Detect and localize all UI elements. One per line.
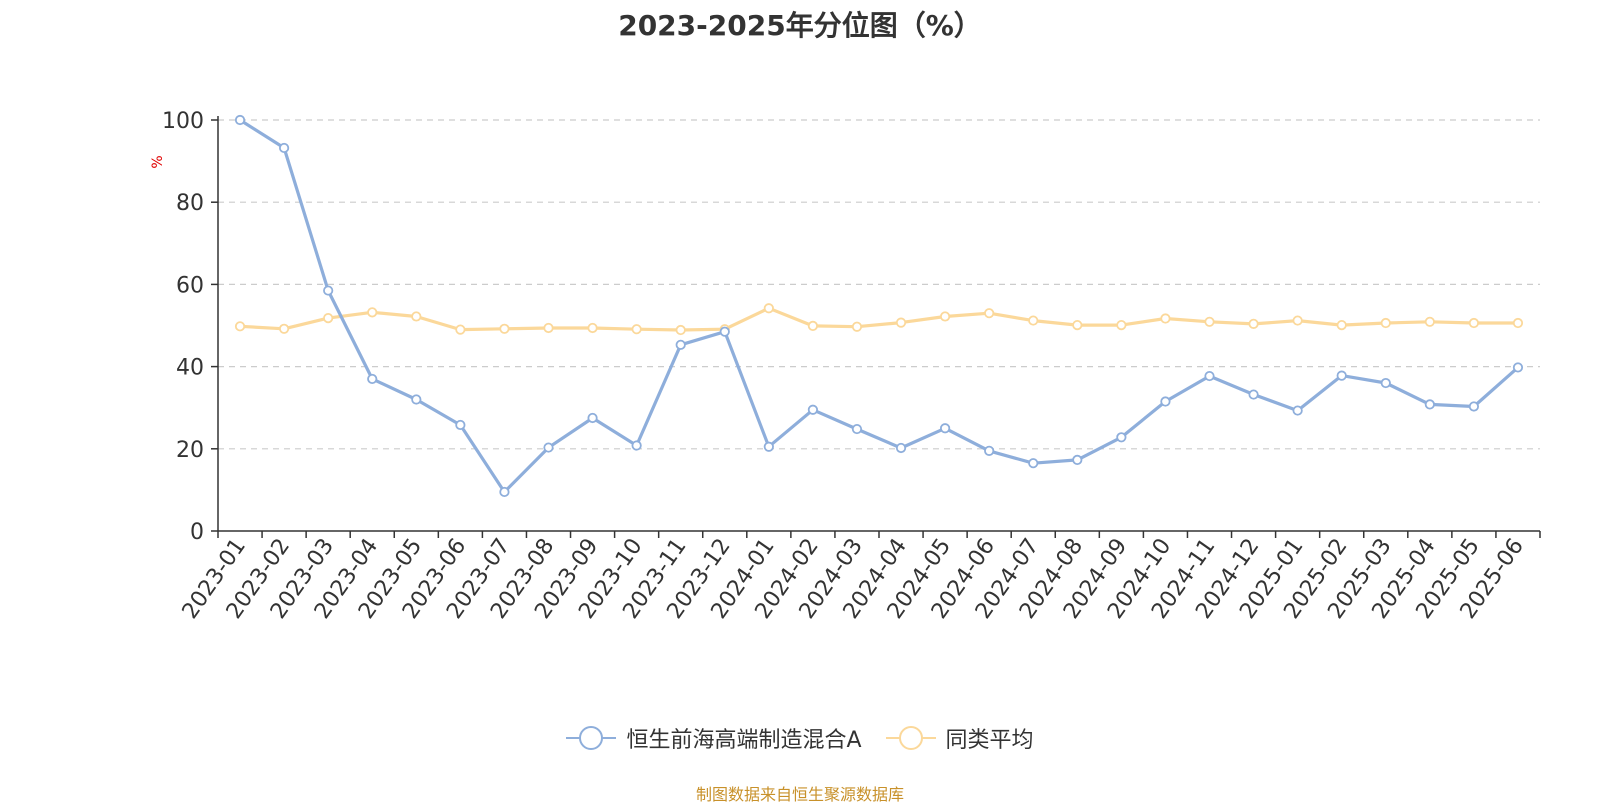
data-point: [587, 322, 598, 334]
y-tick-label: 100: [162, 109, 204, 134]
data-point: [323, 313, 334, 324]
data-point: [763, 441, 774, 452]
data-point: [1512, 317, 1524, 329]
data-point: [234, 114, 246, 126]
data-point: [499, 486, 510, 498]
data-point: [851, 321, 863, 332]
data-point: [1116, 432, 1127, 443]
y-tick-label: 0: [190, 520, 204, 545]
data-point: [455, 419, 466, 431]
data-point: [719, 326, 730, 337]
data-point: [675, 324, 686, 336]
data-point: [807, 320, 819, 332]
data-point: [367, 373, 378, 385]
data-point: [1160, 313, 1171, 324]
data-point: [455, 324, 466, 335]
data-point: [1336, 370, 1347, 381]
data-point: [543, 322, 554, 334]
data-point: [1248, 389, 1259, 400]
data-point: [1160, 396, 1171, 407]
series-line: [238, 118, 1520, 494]
data-point: [1204, 316, 1215, 327]
data-point: [984, 308, 995, 319]
legend-label-fund: 恒生前海高端制造混合A: [626, 728, 862, 753]
data-point: [278, 323, 290, 334]
y-tick-label: 60: [176, 273, 204, 298]
data-point: [278, 142, 290, 154]
data-point: [1072, 319, 1083, 331]
data-point: [1512, 362, 1524, 373]
data-point: [587, 412, 598, 424]
data-point: [411, 311, 422, 322]
data-point: [1380, 317, 1391, 329]
data-point: [895, 442, 907, 454]
legend-item-fund[interactable]: 恒生前海高端制造混合A: [566, 722, 862, 754]
data-point: [499, 323, 510, 334]
series-line: [238, 306, 1520, 332]
data-point: [1028, 458, 1039, 469]
y-tick-label: 20: [176, 438, 204, 463]
data-point: [939, 311, 951, 322]
source-note: 制图数据来自恒生聚源数据库: [695, 785, 904, 804]
y-tick-label: 40: [176, 356, 204, 381]
data-point: [895, 317, 907, 328]
data-point: [323, 285, 334, 296]
data-point: [234, 321, 246, 332]
data-point: [1424, 399, 1435, 410]
data-point: [1116, 319, 1127, 331]
data-point: [1028, 315, 1039, 326]
data-point: [807, 404, 819, 415]
data-point: [631, 440, 642, 451]
data-point: [1468, 317, 1480, 329]
data-point: [1204, 370, 1215, 382]
data-point: [1072, 454, 1083, 465]
data-point: [1292, 405, 1303, 416]
data-point: [851, 423, 863, 435]
legend-label-average: 同类平均: [945, 728, 1034, 753]
data-point: [631, 324, 642, 335]
data-point: [543, 442, 554, 453]
legend-marker-fund: [566, 726, 617, 750]
data-point: [939, 423, 951, 434]
legend: 恒生前海高端制造混合A 同类平均: [0, 722, 1600, 754]
legend-marker-average: [885, 726, 936, 750]
data-point: [1292, 315, 1303, 326]
data-point: [984, 445, 995, 456]
data-point: [1424, 316, 1435, 327]
data-point: [763, 303, 774, 314]
data-point: [1468, 401, 1480, 412]
data-point: [1248, 318, 1259, 329]
legend-item-average[interactable]: 同类平均: [885, 722, 1034, 754]
data-point: [1336, 319, 1347, 331]
data-point: [1380, 377, 1391, 389]
y-tick-label: 80: [176, 191, 204, 216]
chart-title: 2023-2025年分位图（%）: [618, 9, 982, 42]
data-point: [411, 394, 422, 405]
data-point: [675, 339, 686, 350]
data-point: [367, 307, 378, 318]
y-axis-label: %: [150, 155, 166, 168]
